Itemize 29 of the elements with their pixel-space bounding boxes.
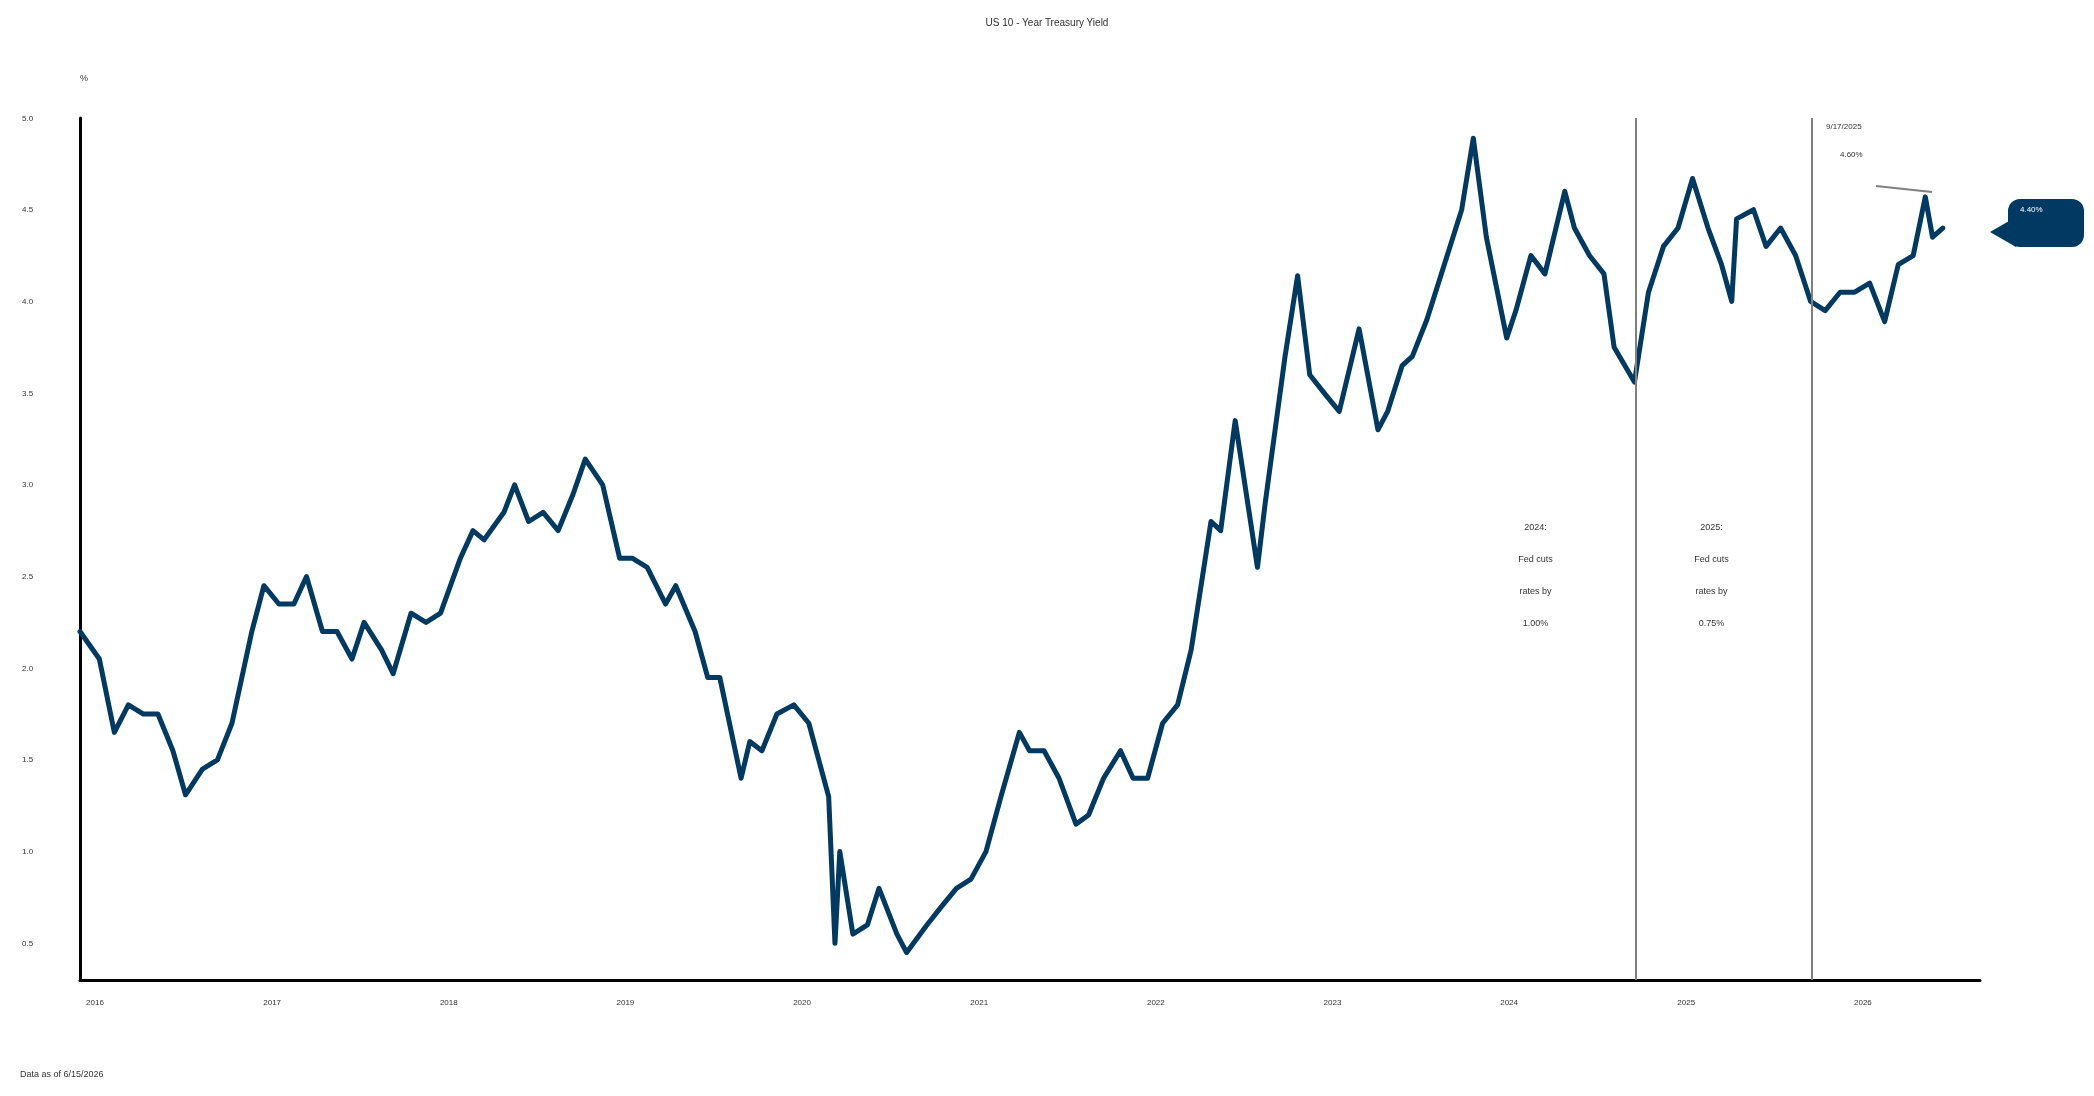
- y-tick-label: 5.0: [22, 113, 34, 123]
- text: Data as of 6/15/2026: [20, 1068, 104, 1079]
- x-tick-label: 2020: [793, 997, 812, 1007]
- x-tick-label: 2024: [1500, 997, 1519, 1007]
- y-tick-label: 1.0: [22, 847, 34, 857]
- y-tick-label: 4.0: [22, 296, 34, 306]
- x-tick-label: 2023: [1323, 997, 1342, 1007]
- annotation: 9/17/2025: [1826, 121, 1863, 131]
- x-tick-label: 2017: [263, 997, 282, 1007]
- y-axis-title: %: [80, 72, 89, 83]
- text: 4.40%: [2020, 204, 2043, 214]
- x-tick-label: 2022: [1146, 997, 1166, 1007]
- y-tick-label: 2.5: [22, 572, 34, 582]
- x-tick-label: 2021: [970, 997, 989, 1007]
- y-tick-label: 3.5: [22, 388, 34, 398]
- annotation: 4.60%: [1840, 149, 1863, 159]
- y-tick-label: 4.5: [22, 205, 34, 215]
- x-tick-label: 2025: [1677, 997, 1696, 1007]
- y-tick-label: 1.5: [22, 755, 34, 765]
- text: 2024: Fed cuts rates by 1.00%: [1518, 522, 1553, 628]
- y-tick-label: 3.0: [22, 480, 34, 490]
- x-tick-label: 2016: [86, 997, 105, 1007]
- y-tick-label: 2.0: [22, 663, 34, 673]
- x-tick-label: 2019: [616, 997, 635, 1007]
- x-tick-label: 2018: [439, 997, 459, 1007]
- x-tick-label: 2026: [1853, 997, 1873, 1007]
- text: 2025: Fed cuts rates by 0.75%: [1694, 522, 1729, 628]
- chart-title: US 10 - Year Treasury Yield: [985, 16, 1109, 28]
- y-tick-label: 0.5: [22, 938, 34, 948]
